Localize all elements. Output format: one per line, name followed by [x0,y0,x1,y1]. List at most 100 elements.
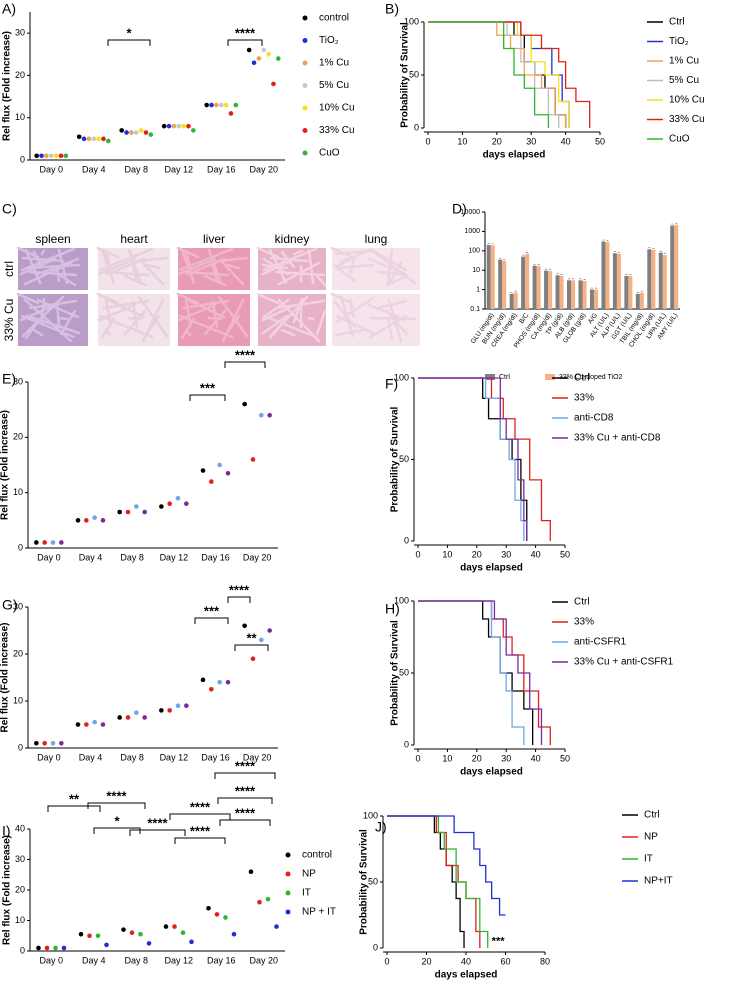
tissue-texture [256,292,280,305]
significance-label: **** [235,805,256,820]
y-axis-label: Probability of Survival [359,829,370,935]
legend-label: anti-CSFR1 [574,637,627,648]
data-dot [259,637,264,643]
significance-bracket [219,819,271,826]
data-dot [42,741,47,746]
tissue-texture [184,250,192,269]
panel-title: C) [2,201,17,217]
tissue-texture [104,250,112,269]
significance-bracket [217,797,273,804]
column-label: lung [365,232,388,246]
legend-swatch [285,871,291,877]
x-tick-label: Day 16 [207,164,236,174]
survival-curve [428,21,570,128]
data-dot [233,102,239,108]
x-tick-label: Day 16 [201,752,230,762]
data-dot [184,501,189,507]
tissue-texture [25,314,81,335]
data-dot [119,128,124,133]
x-tick-label: 0 [415,549,420,559]
bar [628,276,633,309]
x-tick-label: 30 [501,549,511,559]
data-dot [228,111,234,116]
bar [513,292,518,309]
data-dot [50,741,56,746]
x-tick-label: 60 [500,956,510,966]
column-label: spleen [35,232,70,246]
data-dot [231,931,237,937]
significance-bracket [47,805,101,812]
x-tick-label: 20 [472,549,482,559]
significance-label: ** [69,791,80,806]
tissue-texture [261,314,289,335]
data-dot [204,102,209,108]
tissue-texture [277,298,321,343]
data-dot [134,504,139,509]
y-tick-label: 10 [472,267,480,274]
tissue-texture [127,248,143,285]
data-dot [50,540,56,545]
x-tick-label: 30 [501,753,511,763]
significance-label: *** [492,935,506,947]
y-axis-label: Rel flux (Fold increase) [2,31,13,141]
data-dot [106,138,111,144]
x-tick-label: 10 [442,753,452,763]
data-dot [48,153,54,159]
data-dot [59,540,64,545]
data-dot [81,136,87,142]
data-dot [87,933,92,939]
legend-label: NP [302,869,316,880]
data-dot [225,471,231,476]
y-tick-label: 0 [20,945,25,955]
data-dot [134,710,139,716]
legend-swatch [302,128,308,133]
y-tick-label: 0 [414,122,419,132]
data-dot [251,60,257,66]
tissue-texture [376,270,408,277]
data-dot [161,123,167,129]
bar [486,244,491,309]
data-dot [176,123,182,129]
x-tick-label: Day 0 [37,552,61,562]
data-dot [163,924,169,929]
legend-swatch [545,374,555,380]
y-tick-label: 0 [373,942,378,952]
tissue-texture [335,314,375,335]
data-dot [265,896,271,902]
data-dot [78,931,84,937]
survival-curve [428,21,550,128]
legend-label: 1% Cu [669,56,699,67]
significance-bracket [93,827,141,834]
tissue-texture [141,261,165,286]
panel-title: H) [385,601,400,617]
data-dot [44,153,49,159]
survival-curve [418,377,551,541]
y-tick-label: 30 [15,854,25,864]
data-dot [124,130,129,135]
y-tick-label: 0 [404,739,409,749]
legend-label: 1% Cu [319,58,349,69]
data-dot [191,128,196,133]
tissue-texture [21,256,65,263]
legend-label: 10% Cu [669,95,705,106]
x-tick-label: 50 [560,549,570,559]
data-dot [250,656,256,661]
legend-label: TiO₂ [669,36,689,47]
data-dot [217,679,222,685]
bar [536,266,541,309]
legend-label: Ctrl [644,810,660,821]
column-label: liver [203,232,225,246]
legend-label: CuO [669,134,690,145]
tissue-texture [225,263,241,270]
panel-title: J) [375,819,387,835]
bar [571,280,576,309]
x-tick-label: Day 12 [164,955,193,965]
x-tick-label: Day 20 [243,552,272,562]
tissue-texture [307,316,315,321]
legend-swatch [302,83,308,88]
y-tick-label: 30 [15,28,25,38]
bar [647,249,652,309]
tissue-texture [25,263,81,270]
tissue-texture [262,298,290,319]
y-tick-label: 1000 [464,228,480,235]
